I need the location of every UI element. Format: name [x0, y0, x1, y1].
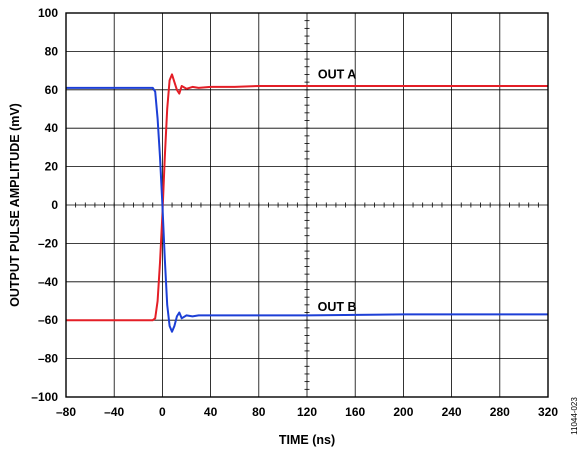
x-tick-labels: –80 –40 0 40 80 120 160 200 240 280 320: [56, 405, 558, 419]
x-axis-title: TIME (ns): [279, 433, 335, 447]
x-tick-label: 240: [442, 405, 462, 419]
y-tick-label: –40: [38, 275, 58, 289]
y-tick-label: 20: [45, 160, 59, 174]
x-tick-label: 160: [345, 405, 365, 419]
series-annotation: OUT B: [318, 300, 357, 314]
y-tick-label: –80: [38, 352, 58, 366]
y-axis-title: OUTPUT PULSE AMPLITUDE (mV): [8, 103, 22, 307]
x-tick-label: 280: [490, 405, 510, 419]
x-tick-label: 200: [393, 405, 413, 419]
figure-id: 11044-023: [570, 397, 579, 435]
x-tick-label: 80: [252, 405, 266, 419]
x-tick-label: –80: [56, 405, 76, 419]
y-tick-label: 100: [38, 6, 58, 20]
x-tick-label: 0: [159, 405, 166, 419]
x-tick-label: –40: [104, 405, 124, 419]
series-annotation: OUT A: [318, 67, 356, 81]
y-tick-label: 80: [45, 44, 59, 58]
x-tick-label: 40: [204, 405, 218, 419]
y-tick-label: –20: [38, 236, 58, 250]
y-tick-labels: 100 80 60 40 20 0 –20 –40 –60 –80 –100: [31, 6, 58, 404]
y-tick-label: 40: [45, 121, 59, 135]
series-line-out-a: [66, 73, 548, 322]
x-tick-label: 120: [297, 405, 317, 419]
series-line-out-b: [66, 86, 548, 333]
y-tick-label: 60: [45, 83, 59, 97]
x-tick-label: 320: [538, 405, 558, 419]
series-annotations: OUT A OUT B: [318, 67, 357, 313]
y-tick-label: 0: [51, 198, 58, 212]
y-tick-label: –60: [38, 313, 58, 327]
series-layer: [66, 73, 548, 333]
plot-frame: [65, 12, 549, 398]
y-tick-label: –100: [31, 390, 58, 404]
